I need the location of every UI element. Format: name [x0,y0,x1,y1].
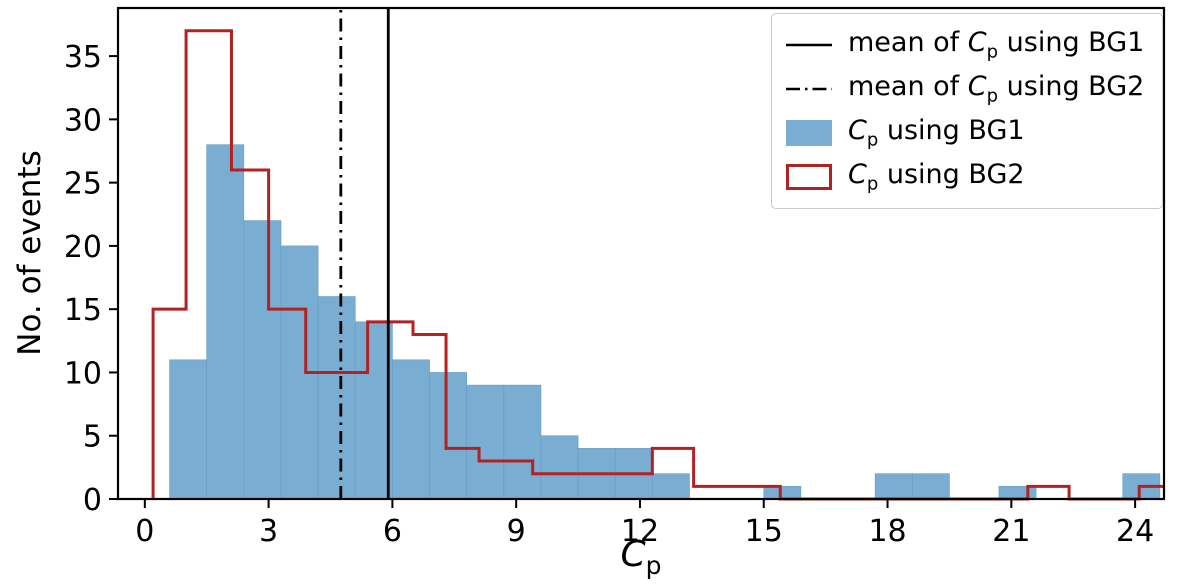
y-axis-ticks: 0 5 10 15 20 25 30 35 [64,40,118,518]
hist-bar-bg1 [466,384,505,500]
bg2-step-outline [151,29,1164,501]
bg1-bars [169,144,1161,500]
y-tick-label: 35 [64,40,102,75]
x-tick-label: 6 [383,514,402,549]
hist-bar-bg1 [763,486,802,500]
y-tick-label: 30 [64,103,102,138]
hist-bar-bg1 [429,372,467,500]
hist-bar-bg1 [540,435,579,500]
y-tick-label: 15 [64,293,102,328]
hist-bar-bg1 [503,384,542,500]
x-axis-label-symbol: C [620,534,646,575]
hist-bar-bg1 [911,473,950,500]
x-tick-label: 0 [135,514,154,549]
legend-label: mean of Cp using BG1 [848,27,1145,63]
x-axis-label-subscript: p [645,551,662,581]
solid-line-icon [786,30,832,60]
hist-bar-bg1 [874,473,913,500]
legend-entry-bg2: Cp using BG2 [786,155,1148,199]
y-tick-label: 20 [64,230,102,265]
hist-bar-bg1 [317,296,356,500]
x-tick-label: 24 [1116,514,1154,549]
plot-frame [116,6,1166,501]
legend-entry-mean-bg1: mean of Cp using BG1 [786,23,1148,67]
hist-bar-bg1 [169,359,208,500]
legend: mean of Cp using BG1 mean of Cp using BG… [771,13,1163,209]
hist-bar-bg1 [998,486,1037,500]
red-outline-patch-icon [786,162,832,192]
hist-bar-bg1 [243,220,282,500]
y-tick-label: 5 [83,420,102,455]
x-axis-ticks: 0 3 6 9 12 15 18 21 24 [135,499,1154,549]
hist-bar-bg1 [206,144,245,500]
y-tick-label: 10 [64,356,102,391]
x-tick-label: 12 [621,514,659,549]
y-axis-label: No. of events [12,150,48,356]
x-tick-label: 18 [868,514,906,549]
blue-patch-icon [786,118,832,148]
legend-entry-mean-bg2: mean of Cp using BG2 [786,67,1148,111]
hist-bar-bg1 [392,359,430,500]
x-tick-label: 9 [507,514,526,549]
legend-label: Cp using BG2 [848,159,1025,195]
legend-entry-bg1: Cp using BG1 [786,111,1148,155]
y-tick-label: 0 [83,483,102,518]
legend-label: mean of Cp using BG2 [848,71,1145,107]
legend-label: Cp using BG1 [848,115,1025,151]
x-tick-label: 21 [992,514,1030,549]
hist-bar-bg1 [354,321,393,500]
x-axis-label: Cp [118,534,1164,580]
y-tick-label: 25 [64,167,102,202]
x-tick-label: 15 [745,514,783,549]
x-tick-label: 3 [259,514,278,549]
hist-bar-bg1 [652,473,690,500]
dashdot-line-icon [786,74,832,104]
